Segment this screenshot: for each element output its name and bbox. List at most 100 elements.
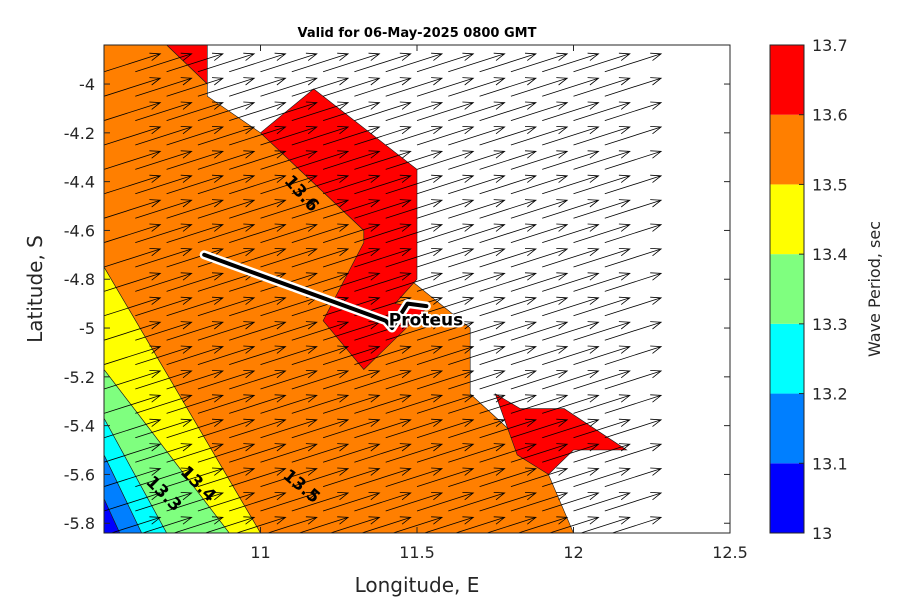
vector-arrow bbox=[104, 52, 162, 73]
vector-arrow bbox=[448, 150, 506, 170]
vector-arrow bbox=[423, 516, 475, 533]
vector-arrow bbox=[604, 150, 663, 170]
vector-arrow bbox=[135, 174, 193, 195]
vector-arrow bbox=[354, 52, 412, 73]
vector-arrow bbox=[197, 52, 256, 73]
vector-arrow bbox=[322, 443, 381, 463]
vector-arrow bbox=[322, 272, 381, 292]
vector-arrow bbox=[448, 248, 506, 268]
vector-arrow bbox=[479, 223, 537, 243]
vector-arrow bbox=[260, 174, 318, 195]
vector-arrow bbox=[604, 77, 663, 97]
colorbar-label: Wave Period, sec bbox=[865, 221, 884, 357]
vector-arrow bbox=[260, 101, 318, 121]
vector-arrow bbox=[135, 296, 193, 317]
vector-arrow bbox=[354, 101, 412, 121]
vector-arrow bbox=[135, 443, 193, 463]
colorbar-tick-label: 13 bbox=[812, 524, 832, 543]
vector-arrow bbox=[542, 101, 600, 121]
vector-arrow bbox=[416, 174, 475, 195]
vector-arrow bbox=[479, 199, 537, 219]
vector-arrow bbox=[291, 418, 350, 439]
vector-arrow bbox=[448, 126, 506, 146]
vector-arrow bbox=[135, 321, 193, 341]
vector-arrow bbox=[604, 223, 663, 243]
y-axis-label: Latitude, S bbox=[23, 235, 47, 343]
vector-arrow bbox=[135, 199, 193, 219]
vector-arrow bbox=[479, 248, 537, 268]
colorbar-tick-label: 13.4 bbox=[812, 245, 848, 264]
vector-arrow bbox=[510, 101, 569, 121]
vector-arrow bbox=[322, 101, 381, 121]
vector-arrow bbox=[291, 174, 350, 195]
vector-arrow bbox=[448, 296, 506, 317]
colorbar-tick-label: 13.7 bbox=[812, 36, 848, 55]
vector-arrow bbox=[510, 443, 569, 463]
vector-arrow bbox=[291, 321, 350, 341]
vector-arrow bbox=[448, 223, 506, 243]
vector-arrow bbox=[542, 370, 600, 390]
vector-arrow bbox=[104, 492, 162, 512]
vector-arrow bbox=[416, 101, 475, 121]
vector-arrow bbox=[573, 296, 631, 317]
vector-arrow bbox=[104, 174, 162, 195]
vector-arrow bbox=[542, 223, 600, 243]
vector-arrow bbox=[322, 418, 381, 439]
vector-arrow bbox=[385, 77, 444, 97]
vector-arrow bbox=[448, 101, 506, 121]
vector-arrow bbox=[229, 443, 287, 463]
vector-arrow bbox=[479, 126, 537, 146]
vector-arrow bbox=[448, 370, 506, 390]
vector-arrow bbox=[360, 516, 412, 533]
vector-arrow bbox=[291, 467, 350, 487]
vector-arrow bbox=[573, 418, 631, 439]
vector-arrow bbox=[354, 223, 412, 243]
vector-arrow bbox=[542, 272, 600, 292]
vector-arrow bbox=[510, 345, 569, 365]
vector-arrow bbox=[322, 492, 381, 512]
vector-arrow bbox=[573, 199, 631, 219]
vector-arrow bbox=[229, 492, 287, 512]
vector-arrow bbox=[229, 370, 287, 390]
vector-arrow bbox=[166, 467, 224, 487]
track-line bbox=[202, 252, 429, 330]
vector-arrow bbox=[260, 443, 318, 463]
vector-arrow bbox=[510, 223, 569, 243]
vector-arrow bbox=[322, 52, 381, 73]
vector-arrow bbox=[354, 394, 412, 414]
vector-arrow bbox=[416, 223, 475, 243]
wave-vectors bbox=[104, 52, 663, 533]
vector-arrow bbox=[448, 272, 506, 292]
vector-arrow bbox=[354, 370, 412, 390]
vector-arrow bbox=[542, 296, 600, 317]
vector-arrow bbox=[329, 516, 381, 533]
vector-arrow bbox=[604, 418, 663, 439]
vector-arrow bbox=[510, 52, 569, 73]
vector-arrow bbox=[510, 467, 569, 487]
vector-arrow bbox=[104, 467, 162, 487]
vector-arrow bbox=[416, 394, 475, 414]
vector-arrow bbox=[479, 77, 537, 97]
x-tick-label: 11.5 bbox=[399, 543, 435, 562]
vector-arrow bbox=[354, 443, 412, 463]
contour-region-13.3-13.4 bbox=[104, 369, 230, 533]
vector-arrow bbox=[260, 52, 318, 73]
vector-arrow bbox=[448, 52, 506, 73]
vector-arrow bbox=[542, 126, 600, 146]
vector-arrow bbox=[604, 345, 663, 365]
vector-arrow bbox=[604, 370, 663, 390]
colorbar-tick-label: 13.5 bbox=[812, 175, 848, 194]
vector-arrow bbox=[229, 296, 287, 317]
vector-arrow bbox=[604, 174, 663, 195]
vector-arrow bbox=[604, 52, 663, 73]
vector-arrow bbox=[197, 321, 256, 341]
vector-arrow bbox=[135, 394, 193, 414]
vector-arrow bbox=[260, 126, 318, 146]
vector-arrow bbox=[573, 370, 631, 390]
vector-arrow bbox=[266, 516, 318, 533]
vector-arrow bbox=[104, 248, 162, 268]
vector-arrow bbox=[385, 394, 444, 414]
vector-arrow bbox=[385, 199, 444, 219]
vector-arrow bbox=[197, 77, 256, 97]
